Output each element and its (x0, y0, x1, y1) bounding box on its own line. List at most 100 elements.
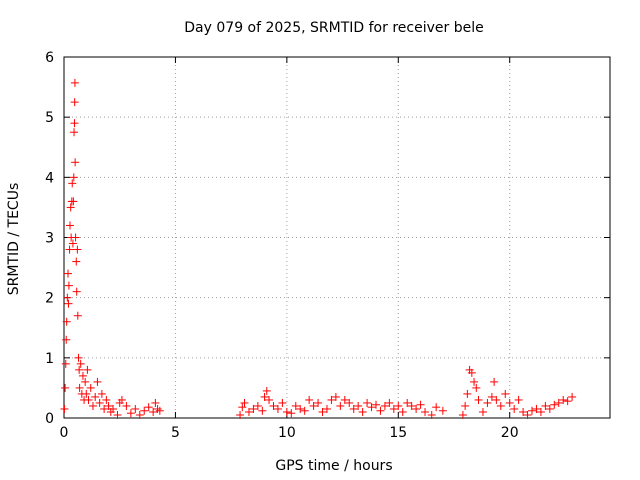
data-point (244, 407, 253, 416)
data-point (385, 398, 394, 407)
data-point (265, 395, 274, 404)
data-point (541, 401, 550, 410)
data-point (149, 407, 158, 416)
data-point (282, 407, 291, 416)
y-axis-label: SRMTID / TECUs (6, 183, 22, 296)
data-point (458, 410, 467, 419)
data-point (389, 404, 398, 413)
data-point (104, 401, 113, 410)
data-point (60, 404, 69, 413)
data-point (461, 401, 470, 410)
data-point (314, 398, 323, 407)
data-point (236, 410, 245, 419)
data-point (536, 407, 545, 416)
data-point (407, 401, 416, 410)
data-point (398, 407, 407, 416)
data-point (478, 407, 487, 416)
data-point (262, 386, 271, 395)
data-point (467, 368, 476, 377)
data-point (68, 179, 77, 188)
data-point (93, 377, 102, 386)
data-point (403, 398, 412, 407)
data-point (258, 406, 267, 415)
data-point (331, 392, 340, 401)
data-point (82, 389, 91, 398)
data-point (559, 395, 568, 404)
data-point (100, 404, 109, 413)
data-point (144, 403, 153, 412)
data-point (140, 406, 149, 415)
data-point (88, 401, 97, 410)
data-point (483, 398, 492, 407)
data-point (394, 401, 403, 410)
data-point (78, 371, 87, 380)
data-point (372, 400, 380, 409)
data-point (64, 269, 73, 278)
data-point (532, 404, 541, 413)
data-point (510, 404, 519, 413)
data-point (70, 128, 79, 137)
data-point (126, 409, 135, 418)
data-point (71, 158, 80, 167)
data-point (66, 221, 75, 230)
data-point (61, 383, 70, 392)
data-point (70, 78, 79, 87)
data-point (64, 281, 73, 290)
y-tick-label: 5 (45, 110, 54, 126)
y-tick-label: 4 (45, 170, 54, 186)
data-point (63, 293, 72, 302)
data-point (336, 401, 345, 410)
data-point (74, 353, 83, 362)
data-point (487, 392, 496, 401)
data-point (345, 398, 354, 407)
data-points (60, 78, 577, 419)
data-point (75, 365, 84, 374)
data-point (376, 406, 385, 415)
x-axis: 0 5 10 15 20 (60, 57, 519, 441)
data-point (72, 257, 81, 266)
data-point (545, 404, 554, 413)
data-point (496, 401, 505, 410)
data-point (117, 395, 126, 404)
data-point (470, 377, 479, 386)
data-point (519, 407, 528, 416)
data-point (155, 406, 164, 415)
data-point (474, 395, 483, 404)
y-tick-label: 2 (45, 291, 54, 307)
data-point (363, 398, 372, 407)
data-point (416, 400, 425, 409)
data-point (71, 233, 80, 242)
data-point (563, 397, 572, 406)
data-point (318, 407, 327, 416)
data-point (253, 401, 262, 410)
data-point (95, 398, 104, 407)
data-point (296, 404, 305, 413)
data-point (412, 404, 421, 413)
data-point (358, 407, 367, 416)
data-point (349, 404, 358, 413)
data-point (76, 359, 85, 368)
data-point (554, 398, 563, 407)
y-tick-label: 6 (45, 50, 54, 66)
data-point (69, 173, 78, 182)
data-point (249, 404, 258, 413)
data-point (75, 383, 84, 392)
data-point (505, 398, 514, 407)
data-point (501, 389, 510, 398)
data-point (432, 403, 441, 412)
data-point (260, 392, 269, 401)
data-point (102, 395, 111, 404)
data-point (438, 406, 447, 415)
data-point (65, 245, 74, 254)
x-axis-label: GPS time / hours (275, 458, 392, 474)
data-point (327, 395, 336, 404)
data-point (97, 389, 106, 398)
x-tick-label: 15 (389, 425, 407, 441)
data-point (550, 400, 559, 409)
data-point (523, 410, 532, 419)
data-point (109, 404, 118, 413)
data-point (421, 407, 430, 416)
data-point (300, 406, 309, 415)
data-point (273, 404, 282, 413)
